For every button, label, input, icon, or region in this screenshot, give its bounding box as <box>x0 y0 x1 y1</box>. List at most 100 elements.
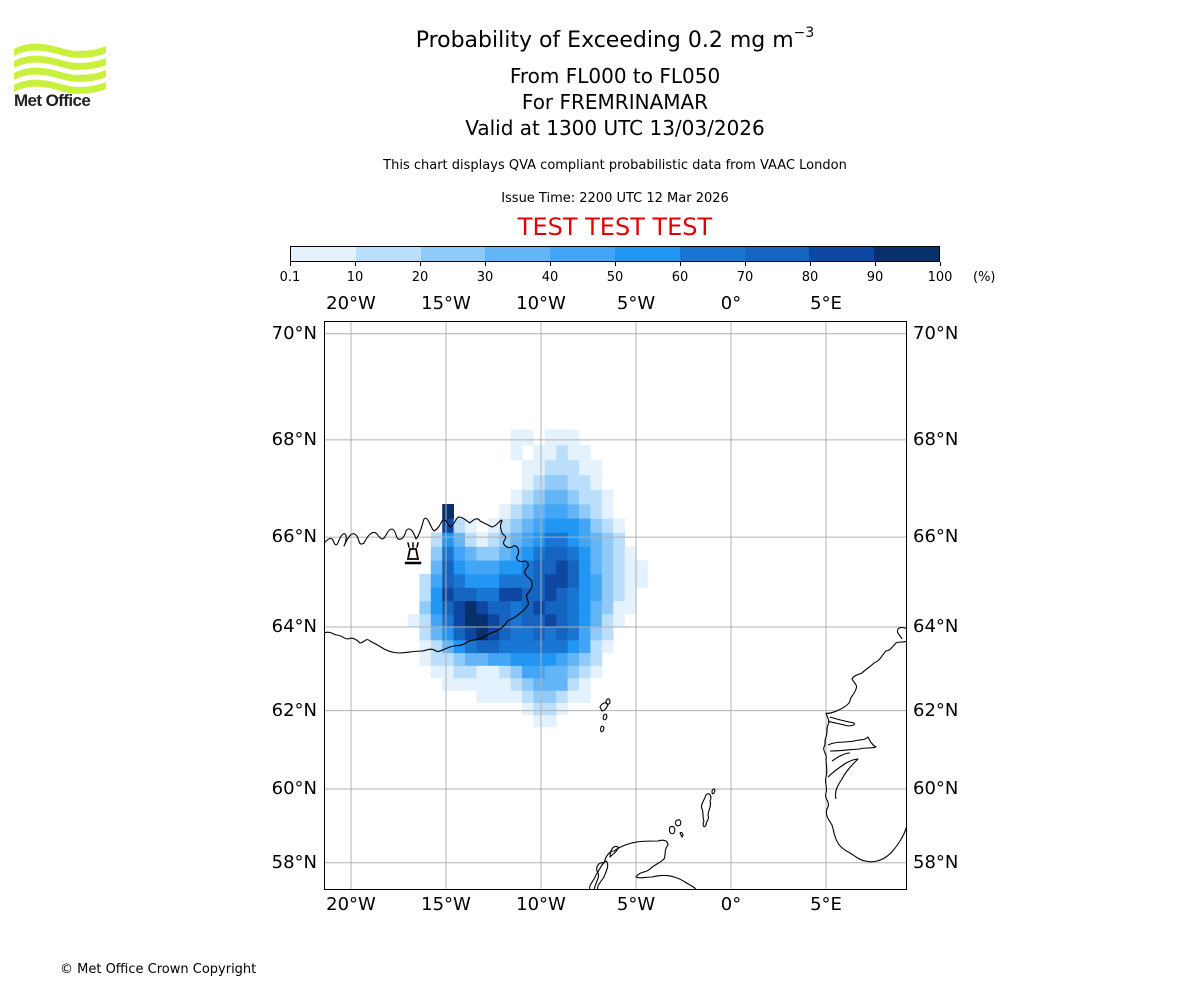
map-panel[interactable] <box>324 321 907 890</box>
probability-cell <box>453 639 466 654</box>
probability-cell <box>453 627 466 641</box>
coastline-norway <box>823 640 907 863</box>
colorbar-segment <box>291 247 356 261</box>
probability-cell <box>624 560 637 575</box>
probability-cell <box>476 560 489 575</box>
probability-cell <box>613 532 625 547</box>
colorbar-tick-label: 90 <box>866 270 884 285</box>
probability-cell <box>533 504 546 519</box>
probability-cell <box>476 546 489 561</box>
probability-cell <box>544 474 557 490</box>
colorbar-segment <box>874 247 939 261</box>
colorbar-tick-label: 20 <box>411 270 429 285</box>
lat-label-right: 68°N <box>913 428 959 450</box>
probability-cell <box>430 560 443 575</box>
probability-cell <box>499 504 511 519</box>
probability-cell <box>453 546 466 561</box>
probability-cell <box>567 518 580 533</box>
probability-cell <box>544 702 557 716</box>
colorbar-unit: (%) <box>973 270 996 285</box>
probability-cell <box>419 600 432 615</box>
probability-cell <box>533 639 546 654</box>
probability-cell <box>579 518 591 533</box>
probability-cell <box>430 587 443 602</box>
probability-cell <box>442 627 454 641</box>
probability-cell <box>487 677 500 691</box>
probability-cell <box>487 600 500 615</box>
probability-cell <box>579 613 591 628</box>
probability-cell <box>613 518 625 533</box>
probability-cell <box>533 573 546 588</box>
probability-cell <box>601 546 614 561</box>
lat-label-left: 62°N <box>271 699 317 721</box>
probability-cell <box>510 639 523 654</box>
valid-time: Valid at 1300 UTC 13/03/2026 <box>465 116 765 140</box>
colorbar-tick <box>420 262 421 266</box>
lon-label-bottom: 5°W <box>616 894 656 915</box>
probability-cell <box>465 546 477 561</box>
probability-cell <box>533 690 546 703</box>
probability-cell <box>556 690 568 703</box>
probability-cell <box>487 560 500 575</box>
probability-cell <box>590 665 603 679</box>
probability-cell <box>453 560 466 575</box>
colorbar <box>290 246 940 262</box>
probability-cell <box>567 677 580 691</box>
probability-cell <box>533 600 546 615</box>
lat-label-right: 58°N <box>913 851 959 873</box>
probability-cell <box>476 587 489 602</box>
probability-cell <box>408 613 420 628</box>
probability-cell <box>487 546 500 561</box>
probability-cell <box>533 677 546 691</box>
probability-cell <box>601 613 614 628</box>
probability-cell <box>567 587 580 602</box>
probability-cell <box>476 627 489 641</box>
probability-cell <box>590 627 603 641</box>
lat-label-left: 66°N <box>271 526 317 548</box>
probability-cell <box>613 600 625 615</box>
probability-cell <box>453 587 466 602</box>
colorbar-segment <box>809 247 875 261</box>
probability-cell <box>544 690 557 703</box>
probability-cell <box>579 573 591 588</box>
probability-cell <box>567 652 580 666</box>
probability-cell <box>556 627 568 641</box>
probability-cell <box>442 504 454 519</box>
probability-cell <box>453 652 466 666</box>
lon-label-top: 5°W <box>616 293 656 314</box>
probability-cell <box>510 560 523 575</box>
probability-cell <box>579 600 591 615</box>
probability-cell <box>544 459 557 476</box>
probability-cell <box>442 587 454 602</box>
met-office-logo <box>14 43 106 94</box>
probability-cell <box>465 573 477 588</box>
probability-cell <box>556 429 568 446</box>
probability-cell <box>601 504 614 519</box>
graticule <box>324 321 907 890</box>
probability-cell <box>556 573 568 588</box>
probability-cell <box>601 627 614 641</box>
colorbar-tick <box>810 262 811 266</box>
probability-cell <box>579 677 591 691</box>
probability-cell <box>430 639 443 654</box>
chart-title-text: Probability of Exceeding 0.2 mg m <box>415 28 794 53</box>
probability-cell <box>442 518 454 533</box>
probability-cell <box>522 652 534 666</box>
probability-cell <box>579 627 591 641</box>
probability-cell <box>556 613 568 628</box>
colorbar-tick <box>940 262 941 266</box>
probability-cell <box>465 665 477 679</box>
probability-cell <box>522 639 534 654</box>
colorbar-tick <box>745 262 746 266</box>
probability-cell <box>556 600 568 615</box>
probability-cell <box>419 652 432 666</box>
colorbar-tick <box>485 262 486 266</box>
logo-wave-4 <box>14 79 106 94</box>
probability-cell <box>567 444 580 461</box>
logo-text: Met Office <box>14 91 91 110</box>
probability-cell <box>544 639 557 654</box>
probability-cell <box>567 613 580 628</box>
probability-cell <box>442 546 454 561</box>
probability-cell <box>442 532 454 547</box>
probability-cell <box>556 546 568 561</box>
